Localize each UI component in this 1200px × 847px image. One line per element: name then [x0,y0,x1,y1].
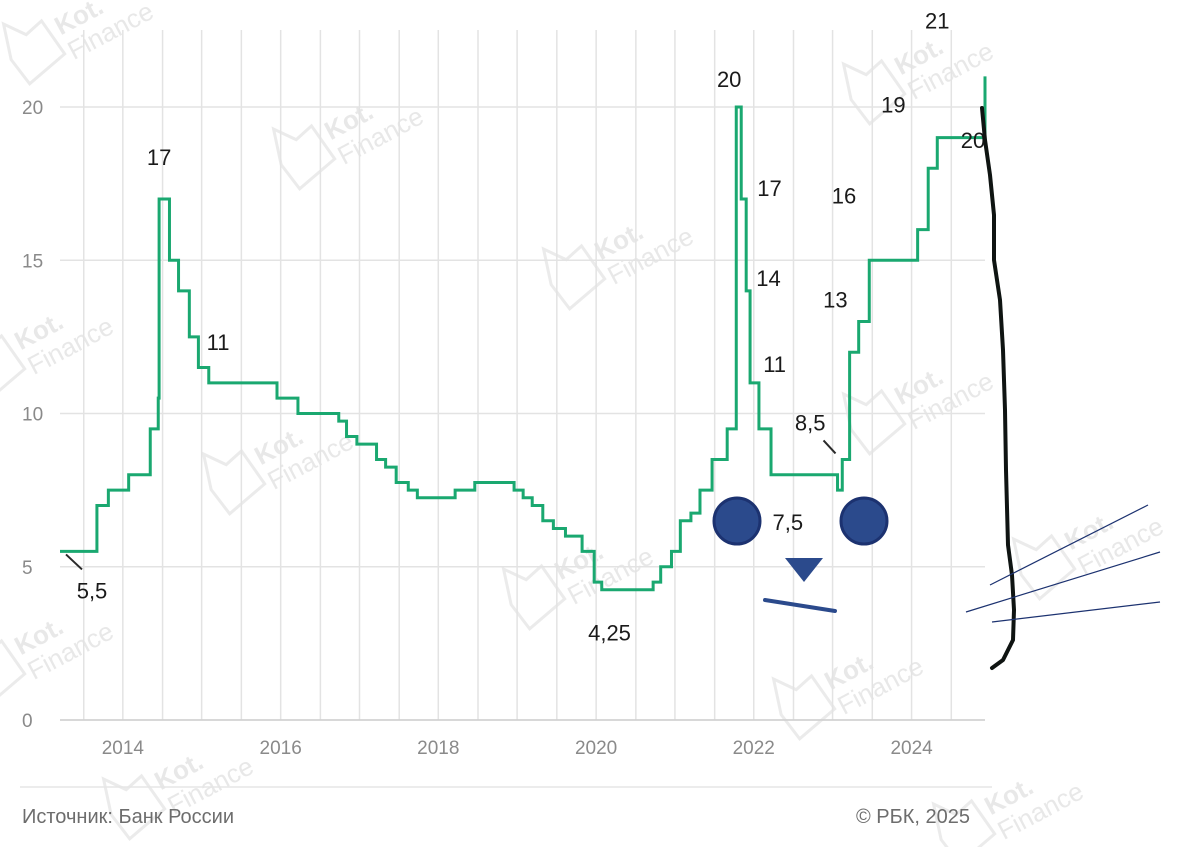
data-label: 20 [961,128,985,153]
x-tick-label: 2022 [733,738,775,759]
watermark-logo: Kot.Finance [1,0,158,86]
data-label: 17 [147,145,171,170]
cat-logo-icon [501,563,567,631]
data-label: 8,5 [795,410,826,435]
cat-logo-icon [541,243,607,311]
data-label: 19 [881,93,905,118]
cat-logo-icon [101,773,167,841]
copyright-note: © РБК, 2025 [856,806,971,828]
data-label: 14 [756,266,780,291]
cat-whisker-icon [991,601,1161,623]
watermark-logo: Kot.Finance [271,96,428,191]
data-label: 13 [823,288,847,313]
cat-tail-line [980,106,1016,670]
y-tick-label: 10 [22,405,43,426]
data-label: 20 [717,67,741,92]
watermark-logo: Kot.Finance [1011,506,1168,601]
watermark-logo: Kot.Finance [541,216,698,311]
y-tick-label: 15 [22,251,43,272]
cat-logo-icon [771,673,837,741]
label-pointer [822,439,837,455]
x-tick-label: 2016 [260,738,302,759]
x-tick-label: 2020 [575,738,617,759]
cat-logo-icon [271,123,337,191]
cat-logo-icon [1011,533,1077,601]
cat-logo-icon [0,638,27,706]
watermark-logo: Kot.Finance [501,536,658,631]
data-label: 21 [925,8,949,33]
data-label: 17 [757,176,781,201]
cat-eye-left-icon [712,496,762,546]
cat-mouth-icon [763,598,837,613]
x-tick-label: 2018 [417,738,459,759]
x-tick-label: 2014 [102,738,145,759]
cat-logo-icon [841,58,907,126]
watermark-logo: Kot.Finance [931,771,1088,847]
data-label: 4,25 [588,621,631,646]
watermark-logo: Kot.Finance [771,646,928,741]
watermark-logo: Kot.Finance [841,31,998,126]
cat-eye-right-icon [839,496,889,546]
data-label: 16 [832,184,856,209]
y-tick-label: 5 [22,558,33,579]
cat-nose-icon [785,558,823,582]
y-tick-label: 0 [22,711,33,732]
rate-line [60,76,987,592]
grid [60,30,985,721]
cat-whisker-icon [989,504,1149,586]
y-tick-label: 20 [22,98,43,119]
cat-logo-icon [931,798,997,847]
cat-logo-icon [1,18,67,86]
annotations-layer [712,106,1161,670]
series-layer [60,76,987,592]
data-label: 5,5 [77,578,108,603]
source-note: Источник: Банк России [22,806,235,828]
watermark-logo: Kot.Finance [0,306,118,401]
watermark-logo: Kot.Finance [201,421,358,516]
data-labels: 5,5 17 11 4,25 20 17 14 11 8,5 7,5 13 16 19 21 20 [65,8,985,646]
data-label: 11 [207,330,230,355]
data-label: 11 [763,352,786,377]
cat-logo-icon [0,333,27,401]
data-label: 7,5 [773,510,804,535]
cat-whisker-icon [965,551,1161,613]
label-pointer [65,553,83,571]
x-tick-label: 2024 [890,738,933,759]
cat-logo-icon [841,388,907,456]
